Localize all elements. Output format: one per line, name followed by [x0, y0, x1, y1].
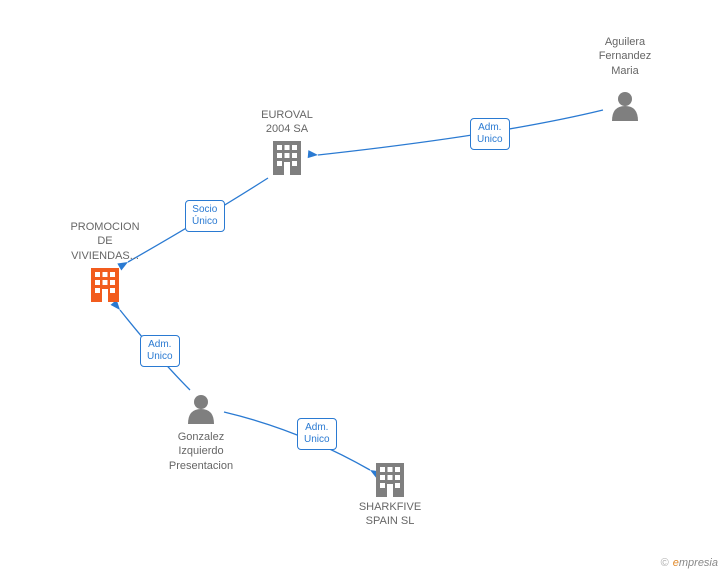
node-label-gonzalez[interactable]: Gonzalez Izquierdo Presentacion	[151, 430, 251, 473]
edge-label-adm-unico: Adm. Unico	[470, 118, 510, 150]
node-label-promocion[interactable]: PROMOCION DE VIVIENDAS...	[58, 220, 152, 263]
edge-label-adm-unico: Adm. Unico	[140, 335, 180, 367]
copyright-symbol: ©	[661, 557, 669, 569]
footer-brand: ©empresia	[661, 557, 718, 569]
building-icon[interactable]	[273, 141, 301, 175]
node-label-euroval[interactable]: EUROVAL 2004 SA	[247, 108, 327, 137]
edge-aguilera-euroval	[308, 110, 603, 159]
brand-rest: mpresia	[679, 557, 718, 569]
building-icon[interactable]	[376, 463, 404, 497]
diagram-canvas	[0, 0, 728, 575]
edge-label-socio-unico: Socio Único	[185, 200, 225, 232]
person-icon[interactable]	[188, 395, 214, 424]
person-icon[interactable]	[612, 92, 638, 121]
node-label-sharkfive[interactable]: SHARKFIVE SPAIN SL	[345, 500, 435, 529]
building-icon[interactable]	[91, 268, 119, 302]
edge-label-adm-unico: Adm. Unico	[297, 418, 337, 450]
node-label-aguilera[interactable]: Aguilera Fernandez Maria	[580, 35, 670, 78]
